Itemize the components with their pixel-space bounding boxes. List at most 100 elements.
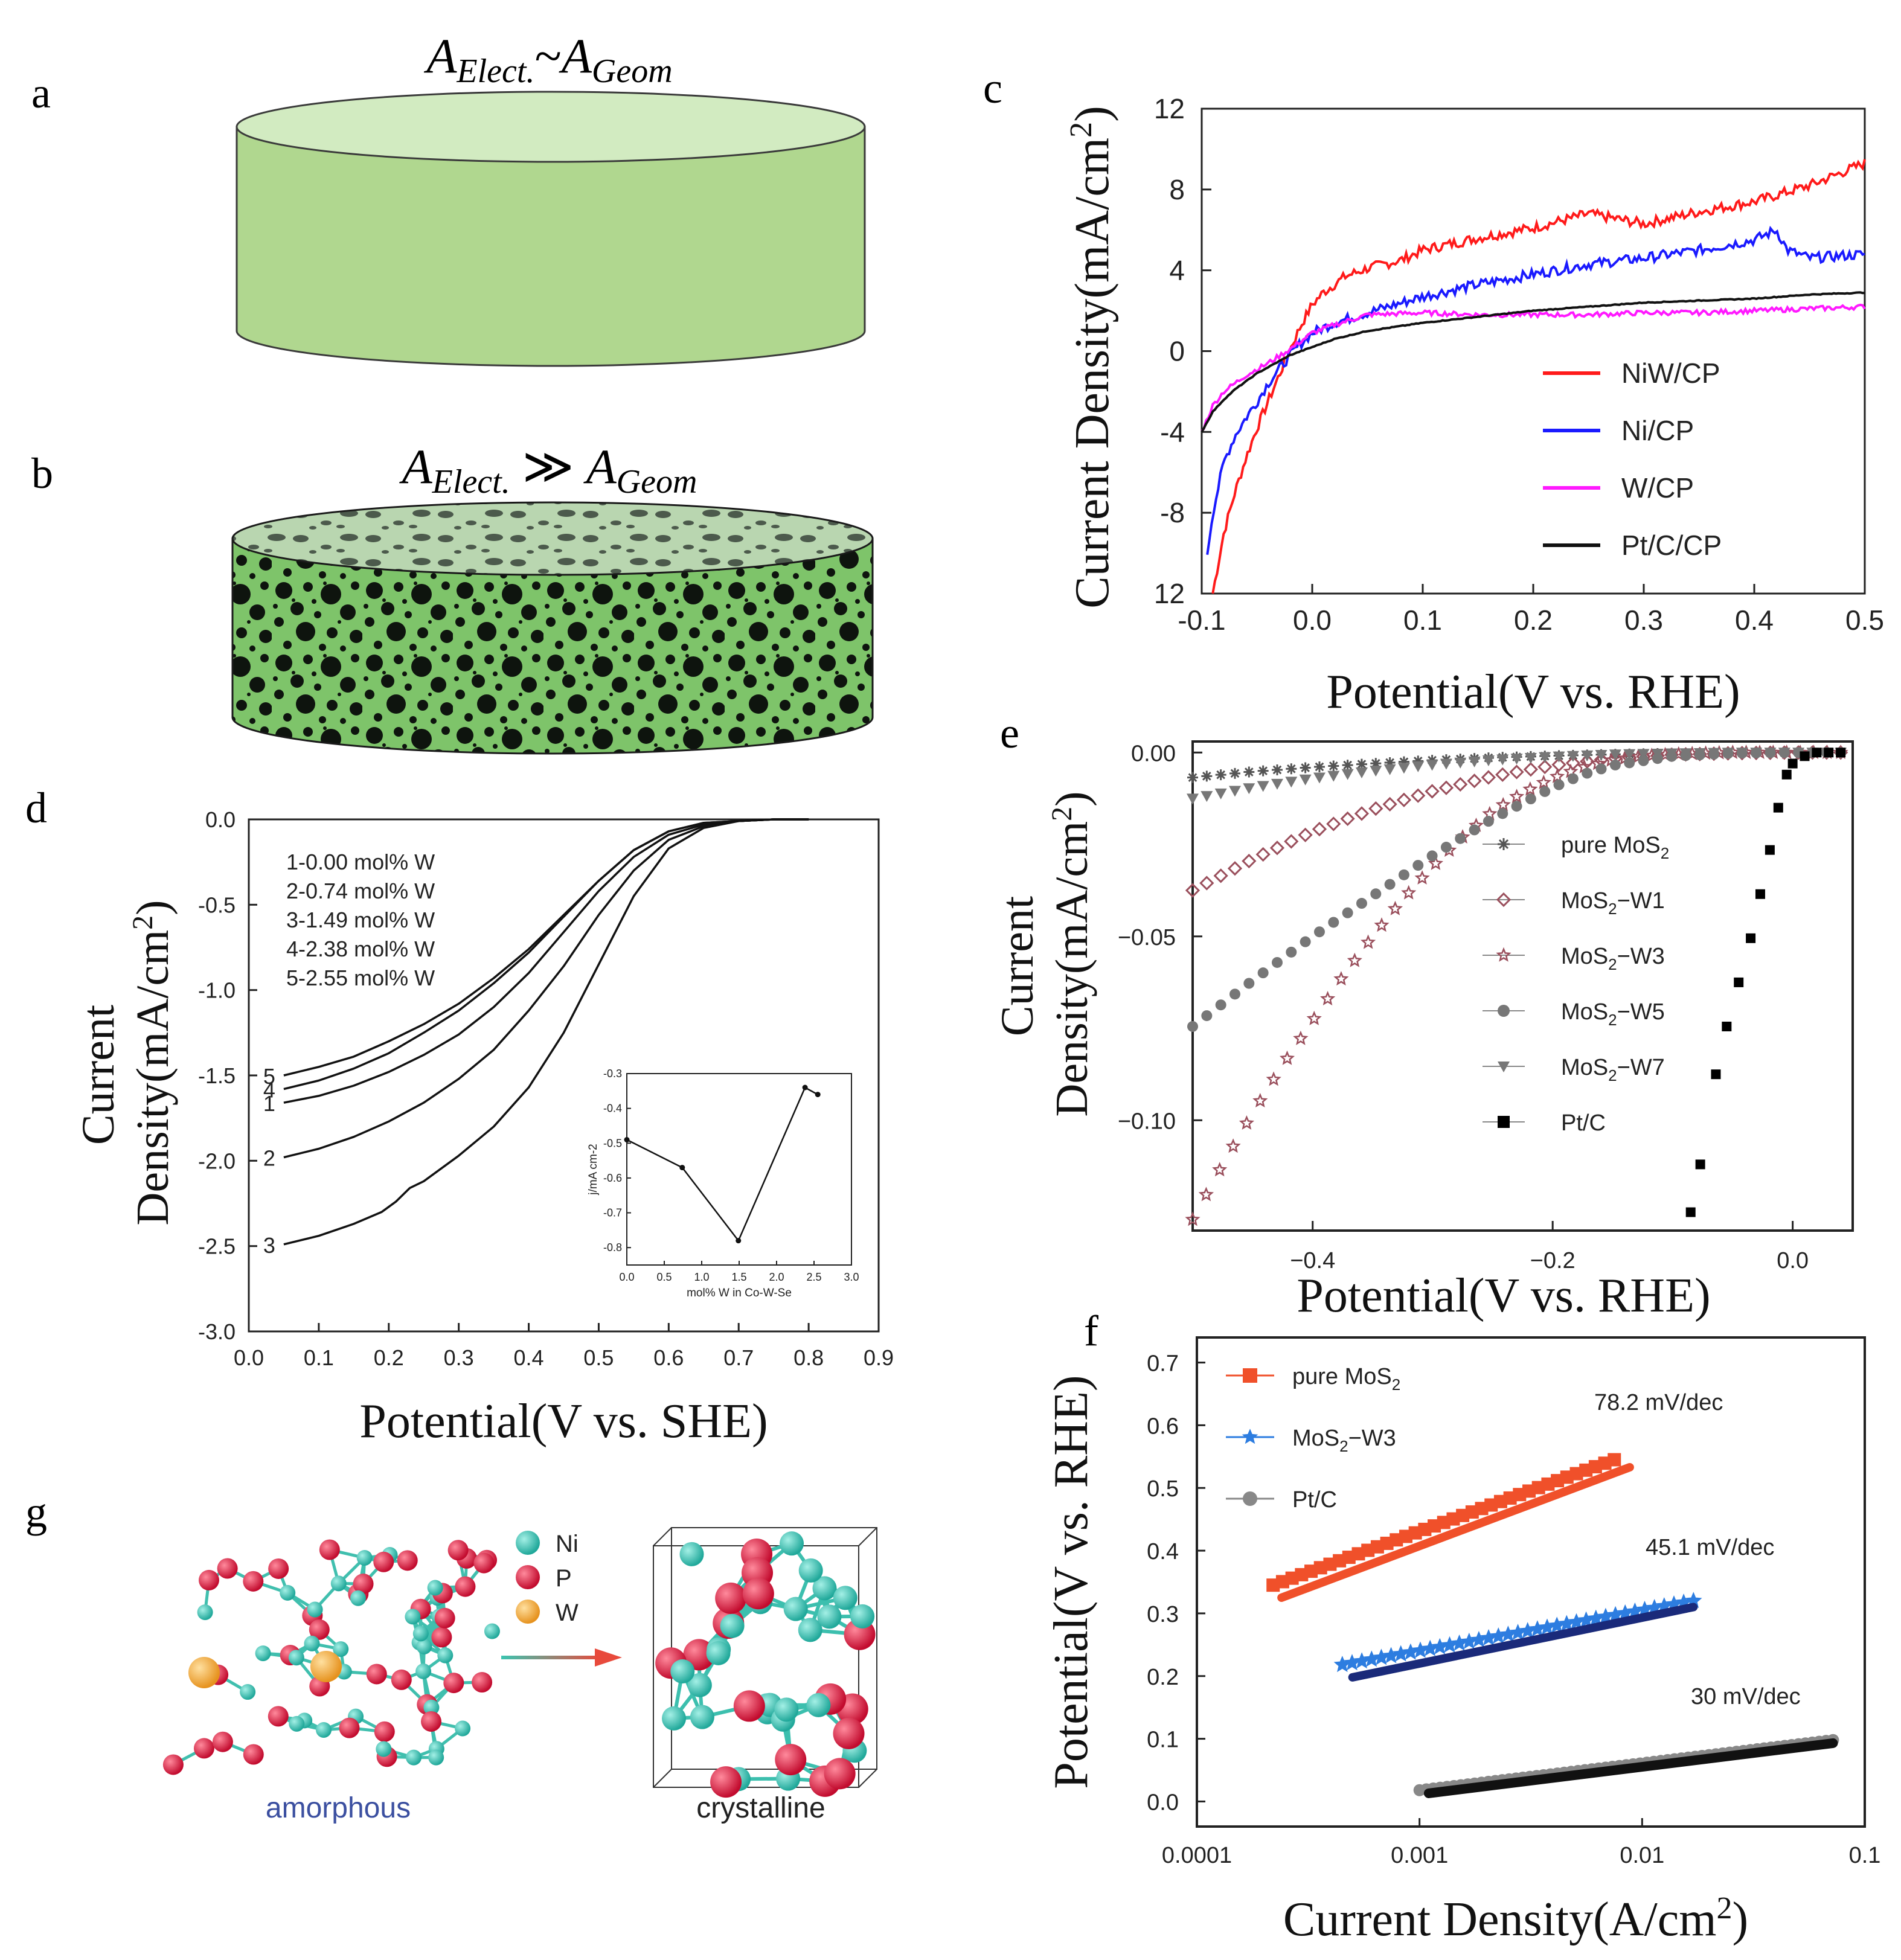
data-marker <box>1242 853 1257 869</box>
p-atom <box>715 1582 747 1614</box>
arrow-head <box>595 1648 622 1667</box>
ni-atom <box>706 1641 731 1665</box>
data-marker <box>1773 802 1783 813</box>
y-tick-label: 4 <box>1169 255 1185 286</box>
legend-label-main: Pt/C <box>1561 1110 1606 1136</box>
data-marker <box>1609 749 1621 761</box>
data-marker <box>1201 770 1213 782</box>
y-tick-label: -1.5 <box>198 1063 236 1088</box>
p-atom <box>447 1540 469 1561</box>
ni-atom <box>798 1618 822 1642</box>
data-marker <box>1482 755 1495 767</box>
data-marker <box>1453 777 1468 792</box>
data-marker <box>1524 752 1537 764</box>
ni-atom <box>376 1741 392 1757</box>
inset-chart: 0.0 0.5 1.0 1.5 2.0 2.5 3.0 -0.3 -0.4 -0.5 -0.6 -0.… <box>587 1068 859 1299</box>
data-marker <box>1800 751 1810 761</box>
data-marker <box>1279 1050 1295 1065</box>
inset-y-tick-label: -0.8 <box>603 1241 622 1254</box>
inset-y-tick-label: -0.5 <box>603 1137 622 1149</box>
legend-label: Pt/C <box>1561 1110 1606 1136</box>
x-tick-label: 0.1 <box>1849 1843 1881 1868</box>
plot-frame <box>1196 1336 1866 1828</box>
data-marker <box>1539 752 1551 763</box>
panel-a: AElect.~AGeom <box>236 28 866 367</box>
unit-cell-edge <box>858 1527 877 1546</box>
data-marker <box>1370 758 1382 769</box>
p-atom <box>473 1552 495 1574</box>
data-marker <box>1397 763 1410 774</box>
inset-y-tick-label: -0.3 <box>603 1068 622 1080</box>
legend-text-line: 4-2.38 mol% W <box>286 937 435 961</box>
ni-atom <box>405 1609 421 1625</box>
ni-atom <box>289 1715 305 1732</box>
data-marker <box>1525 793 1536 805</box>
data-marker <box>1313 772 1326 784</box>
panel-label-a: a <box>31 69 51 117</box>
legend-label-main: MoS <box>1561 999 1608 1025</box>
eq-relation: ~ <box>534 28 561 83</box>
data-marker <box>1414 870 1430 885</box>
unit-cell-edge <box>653 1769 672 1788</box>
y-tick-label: -4 <box>1160 416 1185 447</box>
x-tick-label: 0.001 <box>1391 1843 1448 1868</box>
series-pt-c <box>1685 748 1846 1217</box>
data-marker <box>1609 759 1621 770</box>
ni-atom <box>412 1625 429 1642</box>
ni-atom <box>307 1601 323 1618</box>
ni-atom <box>416 1638 432 1654</box>
data-marker <box>1384 879 1396 890</box>
ni-atom <box>687 1673 712 1697</box>
inset-x-tick-label: 2.0 <box>769 1271 784 1283</box>
data-marker <box>1693 748 1706 759</box>
legend-label-main: MoS <box>1561 1055 1608 1080</box>
cylinder-body <box>236 126 866 367</box>
data-marker <box>1320 991 1336 1006</box>
ni-atom <box>280 1584 296 1601</box>
data-marker <box>1342 907 1353 918</box>
y-tick-label: 0.7 <box>1147 1351 1179 1377</box>
y-tick-label: 0.00 <box>1131 741 1176 766</box>
y-axis-title-main: Density(mA/cm <box>1047 821 1097 1117</box>
data-marker <box>1252 1093 1268 1108</box>
legend-swatch-marker <box>1243 1368 1257 1383</box>
ni-atom <box>350 1590 366 1606</box>
x-tick-label: −0.2 <box>1530 1248 1576 1273</box>
chart-d: 0.0 0.1 0.2 0.3 0.4 0.5 0.6 0.7 0.8 0.9 0.0 -0.5 -1.… <box>73 807 894 1448</box>
data-marker <box>1750 748 1763 759</box>
data-marker <box>1412 755 1424 767</box>
crystalline-label: crystalline <box>696 1792 825 1824</box>
ni-atom <box>720 1613 745 1638</box>
fit-line <box>1348 1603 1698 1682</box>
legend-label-tail: −W1 <box>1617 888 1665 914</box>
data-marker <box>1214 788 1227 799</box>
data-marker <box>1522 781 1538 796</box>
slope-annotation: 30 mV/dec <box>1691 1684 1801 1709</box>
legend-label: Ni/CP <box>1621 415 1694 446</box>
data-marker <box>1354 806 1370 821</box>
data-marker <box>1537 759 1553 775</box>
legend-label-sub: 2 <box>1661 844 1669 862</box>
data-marker <box>1387 900 1403 915</box>
crystalline-structure <box>653 1527 877 1798</box>
legend-label: MoS2−W5 <box>1561 999 1665 1029</box>
data-marker <box>1213 868 1228 883</box>
inset-frame <box>626 1073 852 1266</box>
data-marker <box>1481 770 1496 785</box>
p-atom <box>268 1558 289 1579</box>
x-tick-label: 0.3 <box>444 1345 474 1370</box>
x-tick-label: 0.4 <box>1735 604 1774 636</box>
data-marker <box>1333 971 1349 986</box>
y-tick-label: 0.1 <box>1147 1728 1179 1753</box>
data-marker <box>1722 1021 1732 1031</box>
data-marker <box>1495 767 1510 782</box>
data-marker <box>1284 834 1299 849</box>
data-marker <box>1411 788 1426 803</box>
data-marker <box>1651 748 1664 760</box>
series-line-w-cp <box>1201 303 1866 432</box>
data-marker <box>1746 933 1756 943</box>
x-tick-label: 0.5 <box>1845 604 1884 636</box>
ni-atom <box>437 1647 454 1664</box>
data-marker <box>1271 956 1283 968</box>
